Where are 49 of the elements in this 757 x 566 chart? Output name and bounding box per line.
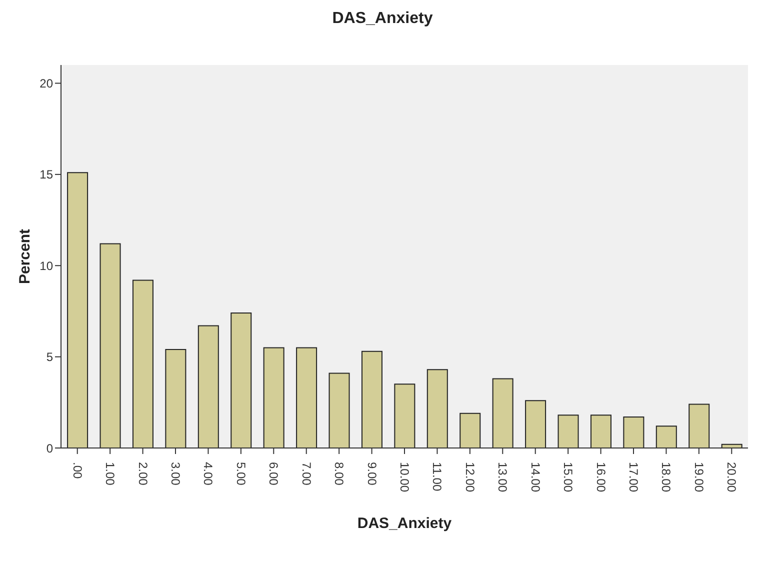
bar [460,412,481,448]
bar [296,347,318,448]
x-axis-title: DAS_Anxiety [357,515,452,532]
x-tick-label: 14.00 [528,462,542,492]
bar [590,414,612,448]
x-tick-label: 7.00 [299,462,314,486]
x-tick-label: 11.00 [430,462,444,492]
y-tick-label: 5 [46,350,54,364]
x-tick-label: .00 [70,462,84,480]
x-tick-label: 4.00 [201,462,216,486]
y-tick-label: 20 [40,76,54,90]
x-tick-label: 13.00 [496,462,510,492]
x-tick-label: 15.00 [561,462,576,492]
bar [525,400,546,448]
y-tick-label: 0 [46,441,54,456]
bar [492,378,514,448]
x-tick-label: 8.00 [332,462,346,486]
x-tick-label: 12.00 [462,462,477,492]
x-tick-label: 17.00 [626,462,640,492]
y-tick-label: 15 [40,168,54,182]
y-tick-label: 10 [40,258,54,273]
bar [426,369,448,448]
x-tick-label: 2.00 [136,462,150,486]
x-tick-label: 18.00 [659,462,674,492]
x-tick-label: 1.00 [103,462,118,486]
bar [656,426,677,448]
bar [263,347,284,448]
bar [230,312,252,448]
x-tick-label: 5.00 [234,462,248,486]
bar [688,404,710,448]
chart-title: DAS_Anxiety [331,9,434,29]
bar [100,243,121,448]
bar [394,384,416,448]
x-tick-label: 10.00 [398,462,412,492]
bar [132,280,154,448]
x-tick-label: 16.00 [594,462,608,492]
bar [165,349,186,448]
x-tick-label: 9.00 [364,462,379,486]
bar [67,172,88,448]
x-tick-label: 20.00 [724,462,739,492]
bar [198,325,219,448]
x-tick-label: 19.00 [692,462,706,492]
bar [328,372,350,448]
x-tick-label: 6.00 [266,462,281,486]
bar [623,416,644,448]
x-tick-label: 3.00 [168,462,182,486]
bar [361,350,382,448]
y-axis-title: Percent [16,228,34,284]
bar [558,414,579,448]
